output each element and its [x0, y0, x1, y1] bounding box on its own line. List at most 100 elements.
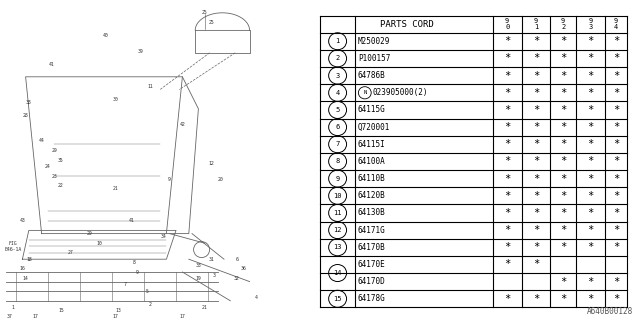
Text: 36: 36 [241, 266, 246, 271]
Text: 37: 37 [7, 314, 12, 319]
Text: 64170B: 64170B [358, 243, 385, 252]
Text: *: * [504, 242, 510, 252]
Text: *: * [613, 174, 619, 184]
Text: *: * [613, 294, 619, 304]
Text: *: * [504, 122, 510, 132]
Text: *: * [533, 225, 539, 235]
Text: *: * [504, 88, 510, 98]
Text: *: * [533, 174, 539, 184]
Text: 28: 28 [23, 113, 28, 118]
Text: *: * [504, 208, 510, 218]
Text: 4: 4 [255, 295, 257, 300]
Text: *: * [588, 122, 593, 132]
Text: *: * [588, 276, 593, 287]
Text: 4: 4 [335, 90, 340, 96]
Text: 9
0: 9 0 [505, 19, 509, 30]
Text: *: * [588, 208, 593, 218]
Text: *: * [560, 156, 566, 166]
Text: 8: 8 [133, 260, 136, 265]
Text: 25: 25 [202, 10, 207, 15]
Text: M250029: M250029 [358, 37, 390, 46]
Text: 14: 14 [333, 270, 342, 276]
Text: 23: 23 [52, 173, 57, 179]
Text: *: * [588, 139, 593, 149]
Text: *: * [533, 260, 539, 269]
Text: 22: 22 [58, 183, 63, 188]
Text: *: * [588, 105, 593, 115]
Text: 33: 33 [196, 263, 201, 268]
Text: *: * [588, 191, 593, 201]
Text: *: * [560, 208, 566, 218]
Text: *: * [504, 105, 510, 115]
Text: *: * [560, 174, 566, 184]
Text: *: * [560, 242, 566, 252]
Text: *: * [588, 242, 593, 252]
Text: 023905000(2): 023905000(2) [372, 88, 428, 97]
Text: *: * [560, 105, 566, 115]
Text: 64786B: 64786B [358, 71, 385, 80]
Text: 38: 38 [26, 100, 31, 105]
Text: *: * [504, 53, 510, 63]
Text: 35: 35 [58, 157, 63, 163]
Text: 31: 31 [209, 257, 214, 262]
Text: *: * [560, 139, 566, 149]
Text: 40: 40 [103, 33, 108, 38]
Text: *: * [533, 88, 539, 98]
Text: 9: 9 [335, 176, 340, 182]
Text: *: * [560, 53, 566, 63]
Text: *: * [588, 294, 593, 304]
Text: *: * [504, 260, 510, 269]
Text: *: * [560, 294, 566, 304]
Text: 15: 15 [58, 308, 63, 313]
Text: *: * [560, 88, 566, 98]
Text: 2: 2 [335, 55, 340, 61]
Text: 11: 11 [333, 210, 342, 216]
Text: *: * [588, 156, 593, 166]
Text: 12: 12 [209, 161, 214, 166]
Text: 25: 25 [209, 20, 214, 25]
Text: 11: 11 [148, 84, 153, 89]
Text: 13: 13 [116, 308, 121, 313]
Text: Q720001: Q720001 [358, 123, 390, 132]
Text: 14: 14 [23, 276, 28, 281]
Text: *: * [613, 105, 619, 115]
Text: 64170E: 64170E [358, 260, 385, 269]
Text: 17: 17 [113, 314, 118, 319]
Text: *: * [588, 36, 593, 46]
Text: 2: 2 [149, 301, 152, 307]
Text: 3: 3 [335, 73, 340, 79]
Text: *: * [504, 191, 510, 201]
Text: 64130B: 64130B [358, 208, 385, 218]
Text: *: * [613, 156, 619, 166]
Text: 18: 18 [26, 257, 31, 262]
Text: *: * [613, 88, 619, 98]
Text: 41: 41 [129, 218, 134, 223]
Text: 3: 3 [213, 273, 216, 278]
Text: P100157: P100157 [358, 54, 390, 63]
Text: 34: 34 [161, 234, 166, 239]
Text: 9
1: 9 1 [534, 19, 538, 30]
Text: 21: 21 [113, 186, 118, 191]
Text: *: * [613, 225, 619, 235]
Text: 27: 27 [68, 250, 73, 255]
Text: *: * [613, 139, 619, 149]
Text: 24: 24 [45, 164, 51, 169]
Text: 7: 7 [124, 282, 126, 287]
Text: *: * [504, 139, 510, 149]
Text: *: * [560, 122, 566, 132]
Text: 20: 20 [218, 177, 223, 182]
Text: 9
4: 9 4 [614, 19, 618, 30]
Text: *: * [560, 276, 566, 287]
Text: 64120B: 64120B [358, 191, 385, 200]
Text: 64170D: 64170D [358, 277, 385, 286]
Text: 64110B: 64110B [358, 174, 385, 183]
Text: *: * [533, 139, 539, 149]
Text: *: * [613, 242, 619, 252]
Text: *: * [533, 242, 539, 252]
Text: 9: 9 [136, 269, 139, 275]
Text: *: * [588, 88, 593, 98]
Text: *: * [504, 71, 510, 81]
Text: 6: 6 [236, 257, 238, 262]
Text: 9: 9 [168, 177, 171, 182]
Text: 5: 5 [146, 289, 148, 294]
